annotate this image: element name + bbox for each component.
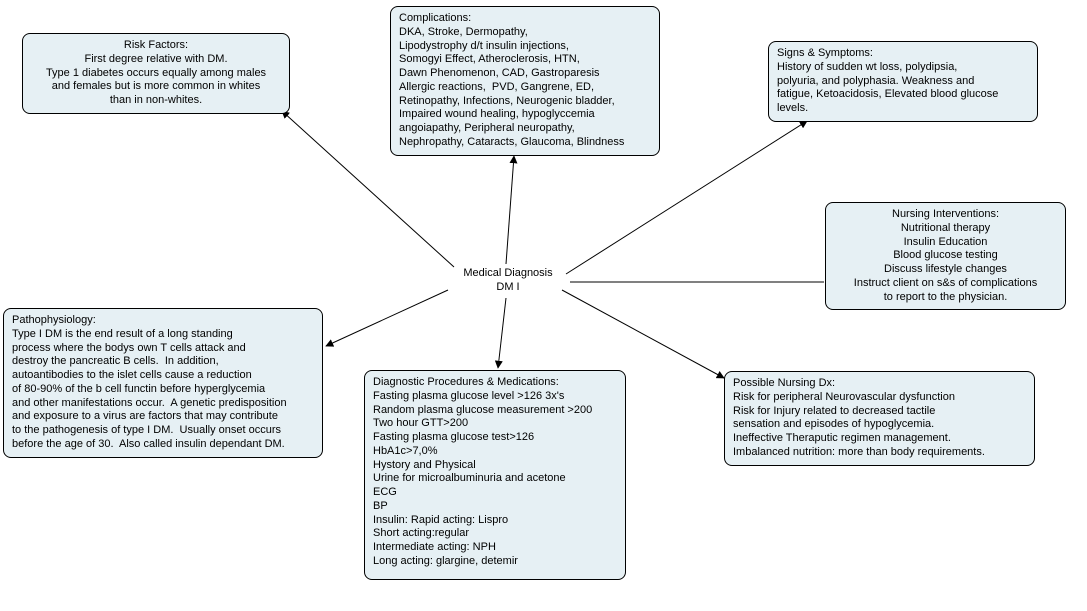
node-nursing-dx: Possible Nursing Dx: Risk for peripheral… xyxy=(724,371,1035,466)
diagram-canvas: Medical Diagnosis DM I Risk Factors: Fir… xyxy=(0,0,1087,611)
node-diagnostic: Diagnostic Procedures & Medications: Fas… xyxy=(364,370,626,580)
node-nursing-interventions: Nursing Interventions: Nutritional thera… xyxy=(825,202,1066,310)
node-pathophysiology: Pathophysiology: Type I DM is the end re… xyxy=(3,308,323,458)
node-complications: Complications: DKA, Stroke, Dermopathy, … xyxy=(390,6,660,156)
node-signs-symptoms: Signs & Symptoms: History of sudden wt l… xyxy=(768,41,1038,122)
center-node: Medical Diagnosis DM I xyxy=(448,267,568,295)
edge-5 xyxy=(498,298,506,368)
edge-1 xyxy=(506,156,514,264)
edge-6 xyxy=(326,290,448,346)
node-risk-factors: Risk Factors: First degree relative with… xyxy=(22,33,290,114)
edge-4 xyxy=(562,290,724,378)
